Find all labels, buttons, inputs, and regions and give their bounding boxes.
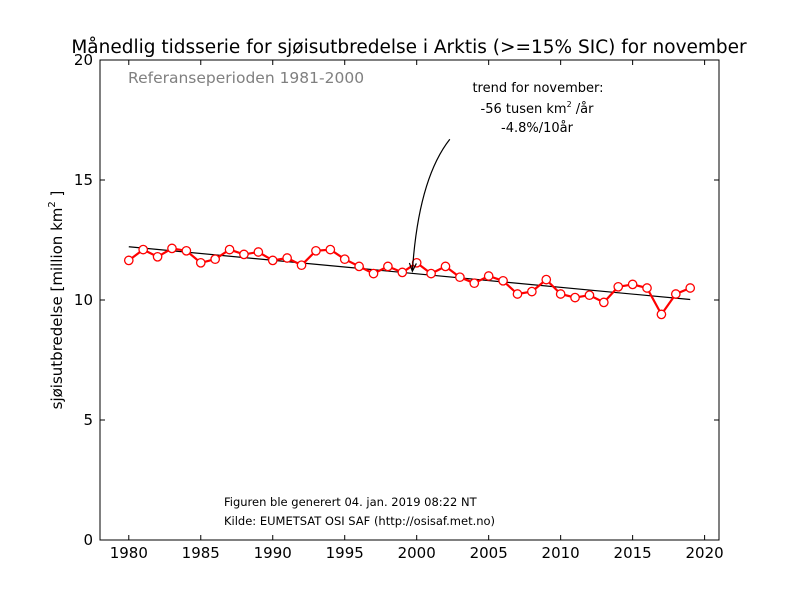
data-point: [253, 247, 264, 257]
data-point: [195, 257, 206, 268]
data-point: [354, 261, 364, 272]
annotation-arrowhead: [408, 262, 417, 273]
data-point: [152, 251, 163, 262]
y-tick-label: 20: [74, 51, 93, 69]
data-point: [325, 244, 336, 255]
data-point: [123, 255, 134, 266]
data-point: [627, 279, 638, 290]
y-axis-label: sjøisutbredelse [million km2 ]: [47, 191, 66, 410]
data-point: [670, 289, 681, 299]
x-tick-label: 1995: [326, 544, 364, 562]
data-point: [527, 286, 537, 297]
y-axis-label-superscript: 2: [47, 201, 58, 207]
data-point: [483, 271, 494, 281]
chart-title: Månedlig tidsserie for sjøisutbredelse i…: [71, 37, 747, 58]
reference-period-label: Referanseperioden 1981-2000: [128, 69, 364, 87]
x-tick-label: 2020: [686, 544, 724, 562]
y-tick-label: 10: [74, 291, 93, 309]
data-point: [239, 249, 249, 260]
data-point: [584, 290, 595, 301]
x-tick-label: 2015: [614, 544, 652, 562]
trend-annotation-line3: -4.8%/10år: [501, 121, 574, 136]
data-point: [469, 278, 480, 289]
data-point: [267, 255, 278, 266]
x-tick-label: 1980: [110, 544, 148, 562]
y-tick-label: 15: [74, 171, 93, 189]
data-point: [685, 283, 696, 293]
data-point: [210, 254, 221, 265]
data-point: [311, 245, 321, 256]
trend-annotation-line2-main: -56 tusen km: [481, 102, 567, 117]
y-tick-label: 0: [83, 531, 93, 549]
data-point: [181, 245, 192, 256]
footer-generated-text: Figuren ble generert 04. jan. 2019 08:22…: [224, 495, 478, 509]
data-point: [613, 281, 624, 292]
data-point: [397, 267, 408, 278]
svg-text:sjøisutbredelse [million km2 ]: sjøisutbredelse [million km2 ]: [47, 191, 66, 410]
data-point: [440, 261, 451, 272]
x-tick-label: 2000: [398, 544, 436, 562]
data-point: [167, 243, 177, 254]
data-point: [512, 289, 523, 299]
data-point: [541, 274, 552, 285]
x-tick-label: 2005: [470, 544, 508, 562]
y-tick-label: 5: [83, 411, 93, 429]
data-point: [339, 254, 350, 265]
data-point: [656, 309, 667, 320]
data-point: [498, 275, 508, 286]
trend-annotation-line1: trend for november:: [472, 81, 603, 96]
series-line: [128, 247, 691, 316]
x-tick-label: 1985: [182, 544, 220, 562]
x-tick-label: 1990: [254, 544, 292, 562]
data-point: [598, 297, 609, 308]
data-point: [282, 253, 292, 263]
footer-source-text: Kilde: EUMETSAT OSI SAF (http://osisaf.m…: [224, 514, 495, 528]
y-axis-label-main: sjøisutbredelse [million km: [48, 208, 66, 410]
data-point: [138, 244, 149, 255]
data-point: [426, 268, 436, 279]
annotation-arrow: [411, 138, 451, 272]
data-point: [455, 272, 465, 283]
trend-annotation: trend for november: -56 tusen km2 /år -4…: [472, 81, 603, 136]
data-point: [555, 289, 566, 299]
plot-area: 1980 1985 1990 1995 2000 2005 2010 2015 20200510…: [74, 51, 724, 562]
data-point: [368, 268, 379, 279]
data-point: [224, 244, 235, 255]
data-point: [642, 283, 652, 293]
trend-annotation-line2: -56 tusen km2 /år: [481, 100, 595, 117]
data-point: [570, 292, 580, 303]
y-axis-label-end: ]: [48, 191, 66, 202]
trend-annotation-line2-end: /år: [572, 102, 594, 117]
x-tick-label: 2010: [542, 544, 580, 562]
data-point: [296, 260, 307, 271]
data-point: [383, 261, 393, 272]
trend-annotation-line2-superscript: 2: [567, 100, 572, 109]
